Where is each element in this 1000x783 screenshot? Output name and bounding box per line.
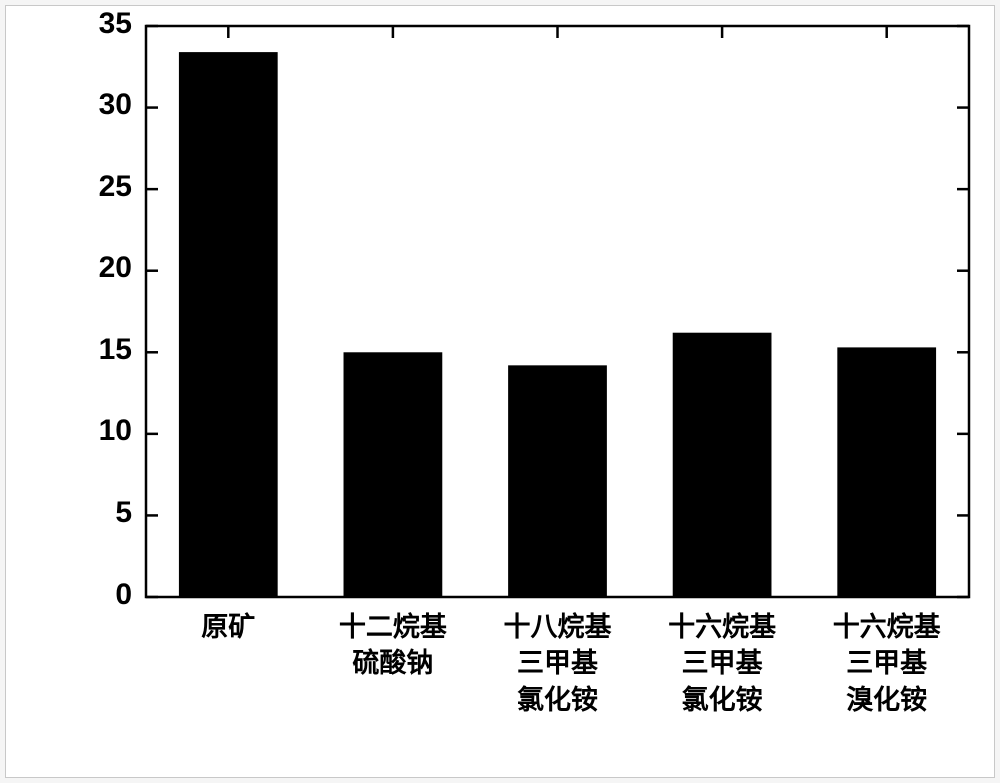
category-label: 十六烷基 三甲基 溴化铵 [804,609,969,718]
ytick-label: 35 [6,7,132,41]
bar [344,352,443,597]
bar [179,52,278,597]
bar-chart: -1.1μm颗粒所占百分比 (%) 05101520253035 原矿十二烷基 … [6,6,994,777]
ytick-label: 25 [6,170,132,204]
category-label: 十六烷基 三甲基 氯化铵 [640,609,805,718]
ytick-label: 15 [6,333,132,367]
ytick-label: 10 [6,414,132,448]
bar [673,333,772,597]
category-label: 原矿 [146,609,311,645]
ytick-label: 5 [6,496,132,530]
ytick-label: 0 [6,578,132,612]
ytick-label: 20 [6,251,132,285]
page: -1.1μm颗粒所占百分比 (%) 05101520253035 原矿十二烷基 … [0,0,1000,783]
category-label: 十八烷基 三甲基 氯化铵 [475,609,640,718]
category-label: 十二烷基 硫酸钠 [311,609,476,682]
ytick-label: 30 [6,88,132,122]
bar [837,347,936,597]
chart-frame: -1.1μm颗粒所占百分比 (%) 05101520253035 原矿十二烷基 … [5,5,995,778]
bar [508,365,607,597]
